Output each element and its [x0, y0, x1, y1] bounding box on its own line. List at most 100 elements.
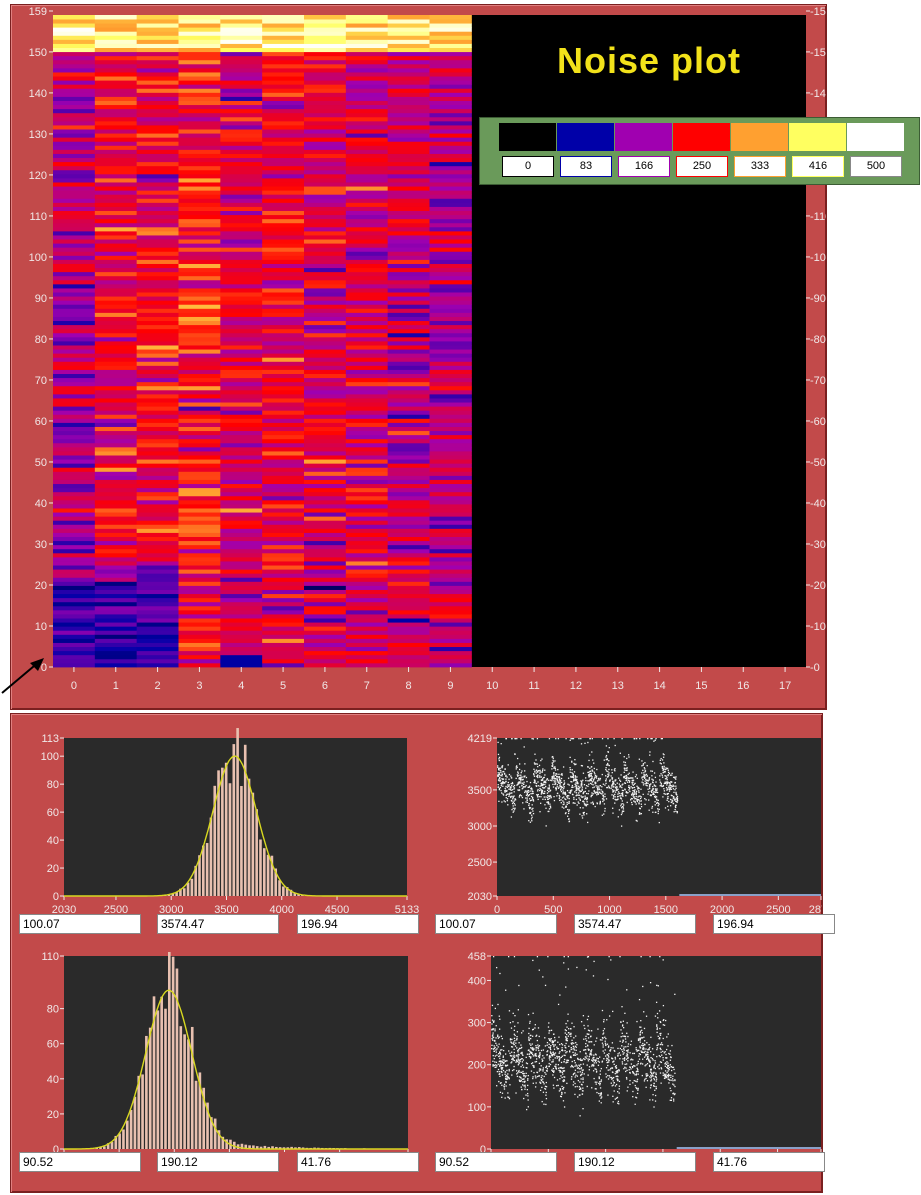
scatter-point [499, 1052, 501, 1054]
scatter-point [513, 1069, 515, 1071]
heatmap-cell [304, 275, 347, 281]
scatter-chart-bottom: 0500100015002000250028790100200300400458 [468, 952, 822, 1152]
heatmap-cell [136, 157, 179, 163]
scatter-point [674, 804, 677, 807]
scatter-point [665, 1057, 667, 1059]
scatter-point [556, 779, 559, 782]
scatter-point [571, 781, 573, 783]
heatmap-cell [262, 320, 305, 326]
scatter-point [595, 791, 597, 794]
scatter-point [605, 764, 608, 766]
scatter-point [595, 1068, 597, 1071]
scatter-point [565, 798, 567, 801]
scatter-point [627, 779, 630, 782]
heatmap-cell [94, 455, 138, 460]
scatter-point [626, 1022, 628, 1024]
scatter-point [653, 1085, 655, 1087]
scatter-point [547, 795, 549, 797]
scatter-point [530, 799, 533, 801]
scatter-point [627, 792, 629, 794]
heatmap-cell [94, 361, 138, 366]
scatter-point [668, 790, 671, 792]
heatmap-cell [178, 622, 221, 627]
scatter-point [674, 1079, 676, 1081]
scatter-point [612, 783, 614, 785]
scatter-point [661, 738, 663, 740]
heatmap-cell [387, 31, 430, 36]
scatter-point [666, 779, 668, 781]
heatmap-cell [53, 59, 96, 65]
heatmap-cell [220, 597, 263, 603]
scatter-point [508, 788, 510, 790]
scatter-point [547, 801, 549, 803]
scatter-point [655, 1087, 657, 1090]
scatter-point [570, 780, 572, 783]
heatmap-cell [387, 349, 430, 354]
heatmap-cell [262, 565, 305, 570]
scatter-point [516, 1047, 518, 1049]
scatter-point [646, 1042, 648, 1044]
scatter-point [615, 1065, 617, 1067]
pointer-arrow-icon [1, 658, 44, 694]
scatter-point [578, 1064, 580, 1066]
heatmap-cell [94, 422, 138, 427]
scatter-point [647, 1058, 650, 1060]
histogram-bar [194, 865, 197, 896]
heatmap-cell [220, 320, 263, 326]
heatmap-cell [345, 642, 389, 648]
scatter-point [548, 779, 550, 782]
scatter-point [505, 778, 507, 780]
heatmap-cell [387, 296, 430, 301]
heatmap-cell [262, 296, 305, 301]
scatter-point [524, 770, 526, 772]
scatter-point [606, 786, 609, 789]
scatter-point [641, 777, 643, 779]
heatmap-cell [220, 31, 263, 36]
scatter-point [510, 792, 512, 794]
scatter-point [551, 1069, 553, 1071]
scatter-point [562, 800, 564, 802]
scatter-point [551, 1054, 553, 1056]
heatmap-cell [94, 638, 138, 643]
scatter-point [531, 796, 534, 799]
scatter-point [611, 1071, 614, 1073]
scatter-point [559, 994, 561, 996]
scatter-point [621, 1045, 623, 1047]
scatter-point [563, 796, 565, 798]
heatmap-cell [387, 524, 430, 529]
scatter-point [578, 738, 580, 740]
heatmap-cell [178, 377, 221, 383]
scatter-point [625, 774, 628, 777]
scatter-point [647, 780, 649, 782]
scatter-point [538, 1062, 541, 1065]
scatter-point [541, 1100, 543, 1103]
heatmap-cell [53, 210, 96, 216]
scatter-point [499, 1064, 501, 1067]
scatter-point [578, 1088, 581, 1091]
scatter-point [632, 771, 634, 773]
scatter-point [617, 791, 620, 793]
heatmap-cell [304, 267, 347, 273]
heatmap-cell [94, 96, 138, 101]
heatmap-cell [53, 125, 96, 130]
heatmap-cell [429, 202, 472, 207]
histogram-bar [145, 1035, 148, 1149]
heatmap-cell [94, 597, 138, 603]
heatmap-cell [178, 59, 221, 65]
scatter-point [594, 1088, 596, 1090]
heatmap-cell [304, 626, 347, 631]
heatmap-cell [387, 377, 430, 383]
heatmap-cell [136, 442, 179, 448]
scatter-point [640, 1026, 642, 1028]
scatter-point [611, 1067, 613, 1069]
scatter-point [580, 738, 582, 740]
scatter-point [669, 1050, 672, 1052]
scatter-point [527, 1074, 529, 1077]
plot-area [64, 956, 408, 1149]
y-tick-label: 3000 [468, 821, 492, 833]
heatmap-cell [429, 169, 472, 175]
heatmap-cell [387, 634, 430, 639]
heatmap-cell [304, 438, 347, 444]
scatter-point [499, 1082, 502, 1084]
scatter-point [676, 794, 678, 796]
